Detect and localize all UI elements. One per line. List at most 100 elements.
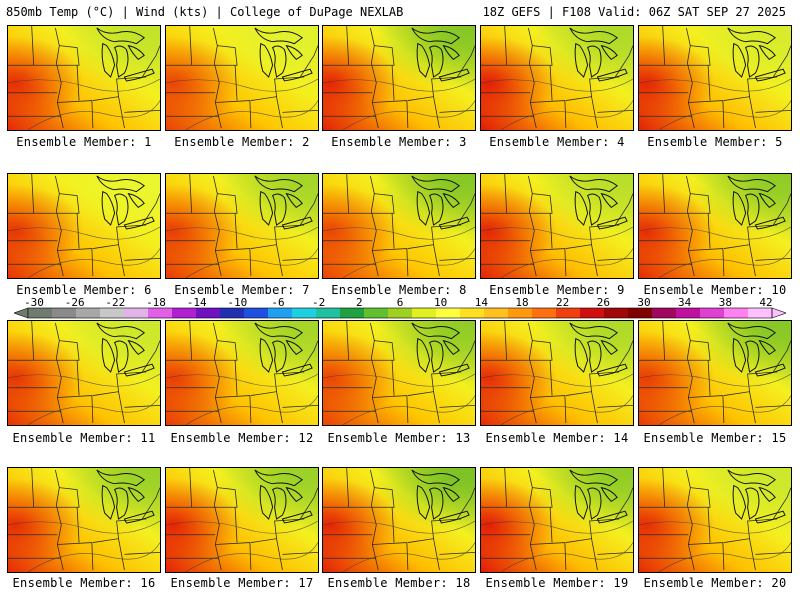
colorbar-swatch	[340, 308, 365, 318]
colorbar-swatch	[580, 308, 605, 318]
colorbar-tick-label: -30	[24, 296, 44, 309]
ensemble-member-map	[322, 467, 476, 573]
colorbar-swatch	[532, 308, 557, 318]
colorbar-swatch	[52, 308, 77, 318]
ensemble-member-label: Ensemble Member: 19	[485, 576, 629, 590]
temperature-field	[323, 321, 475, 425]
temperature-field	[481, 321, 633, 425]
ensemble-member-map	[322, 173, 476, 279]
temperature-colorbar	[14, 307, 786, 319]
ensemble-member-label: Ensemble Member: 17	[170, 576, 314, 590]
colorbar-swatch	[508, 308, 533, 318]
temperature-field	[639, 174, 791, 278]
ensemble-member-map	[165, 173, 319, 279]
colorbar-swatch	[436, 308, 461, 318]
temperature-field	[8, 26, 160, 130]
ensemble-member-map	[480, 25, 634, 131]
temperature-field	[323, 174, 475, 278]
temperature-field	[166, 321, 318, 425]
colorbar-tick-label: -10	[227, 296, 248, 309]
temperature-field	[323, 26, 475, 130]
colorbar-swatch	[100, 308, 125, 318]
temperature-field	[8, 174, 160, 278]
ensemble-member-map	[322, 25, 476, 131]
ensemble-member-map	[322, 320, 476, 426]
ensemble-member-label: Ensemble Member: 13	[327, 431, 471, 445]
temperature-field	[481, 174, 633, 278]
colorbar-swatch	[628, 308, 653, 318]
colorbar-swatch	[556, 308, 581, 318]
colorbar-min-arrow	[14, 307, 29, 319]
ensemble-member-map	[638, 173, 792, 279]
colorbar-swatch	[148, 308, 173, 318]
temperature-field	[481, 26, 633, 130]
temperature-field	[639, 321, 791, 425]
colorbar-tick-label: -26	[64, 296, 85, 309]
colorbar-swatch	[244, 308, 269, 318]
colorbar-swatch	[268, 308, 293, 318]
colorbar-swatch	[484, 308, 509, 318]
ensemble-member-map	[638, 467, 792, 573]
ensemble-member-map	[638, 320, 792, 426]
ensemble-member-label: Ensemble Member: 15	[643, 431, 787, 445]
colorbar-swatch	[676, 308, 701, 318]
ensemble-member-map	[7, 173, 161, 279]
temperature-field	[166, 468, 318, 572]
ensemble-member-label: Ensemble Member: 7	[174, 283, 310, 297]
ensemble-member-label: Ensemble Member: 11	[12, 431, 156, 445]
ensemble-member-label: Ensemble Member: 2	[174, 135, 310, 149]
colorbar-swatch	[604, 308, 629, 318]
colorbar-tick-label: 30	[637, 296, 651, 309]
ensemble-member-map	[480, 320, 634, 426]
temperature-field	[639, 26, 791, 130]
ensemble-member-label: Ensemble Member: 16	[12, 576, 156, 590]
valid-time: 18Z GEFS | F108 Valid: 06Z SAT SEP 27 20…	[482, 5, 786, 19]
colorbar-tick-label: 34	[678, 296, 692, 309]
colorbar-swatch	[700, 308, 725, 318]
colorbar-tick-label: 18	[515, 296, 529, 309]
temperature-field	[639, 468, 791, 572]
ensemble-member-label: Ensemble Member: 4	[489, 135, 625, 149]
temperature-field	[8, 468, 160, 572]
temperature-field	[481, 468, 633, 572]
ensemble-member-label: Ensemble Member: 18	[327, 576, 471, 590]
colorbar-swatch	[124, 308, 149, 318]
colorbar-tick-label: 6	[396, 296, 404, 309]
colorbar-swatch	[412, 308, 437, 318]
ensemble-member-label: Ensemble Member: 10	[643, 283, 787, 297]
colorbar-tick-label: -6	[271, 296, 285, 309]
ensemble-member-label: Ensemble Member: 14	[485, 431, 629, 445]
ensemble-member-map	[480, 173, 634, 279]
colorbar-tick-label: 26	[596, 296, 610, 309]
ensemble-member-map	[638, 25, 792, 131]
colorbar-swatch	[292, 308, 317, 318]
ensemble-member-label: Ensemble Member: 8	[331, 283, 467, 297]
colorbar-swatch	[388, 308, 413, 318]
ensemble-member-map	[165, 25, 319, 131]
colorbar-swatch	[28, 308, 53, 318]
colorbar-swatch	[460, 308, 485, 318]
colorbar-swatch	[724, 308, 749, 318]
colorbar-tick-label: 2	[356, 296, 363, 309]
ensemble-member-label: Ensemble Member: 20	[643, 576, 787, 590]
ensemble-member-label: Ensemble Member: 6	[16, 283, 152, 297]
map-title: 850mb Temp (°C) | Wind (kts) | College o…	[6, 5, 404, 19]
colorbar-swatch	[364, 308, 389, 318]
colorbar-tick-label: 42	[759, 296, 773, 309]
ensemble-member-label: Ensemble Member: 3	[331, 135, 467, 149]
colorbar-tick-label: -14	[186, 296, 207, 309]
colorbar-frame	[27, 307, 773, 319]
colorbar-tick-label: 10	[434, 296, 448, 309]
colorbar-swatch	[316, 308, 341, 318]
colorbar-swatch	[172, 308, 197, 318]
ensemble-member-label: Ensemble Member: 5	[647, 135, 783, 149]
ensemble-member-label: Ensemble Member: 1	[16, 135, 152, 149]
colorbar-swatch	[652, 308, 677, 318]
temperature-field	[166, 26, 318, 130]
colorbar-max-arrow	[771, 307, 786, 319]
colorbar-tick-label: -22	[105, 296, 126, 309]
ensemble-member-label: Ensemble Member: 9	[489, 283, 625, 297]
ensemble-member-map	[7, 467, 161, 573]
ensemble-member-map	[165, 467, 319, 573]
colorbar-tick-label: 22	[556, 296, 570, 309]
